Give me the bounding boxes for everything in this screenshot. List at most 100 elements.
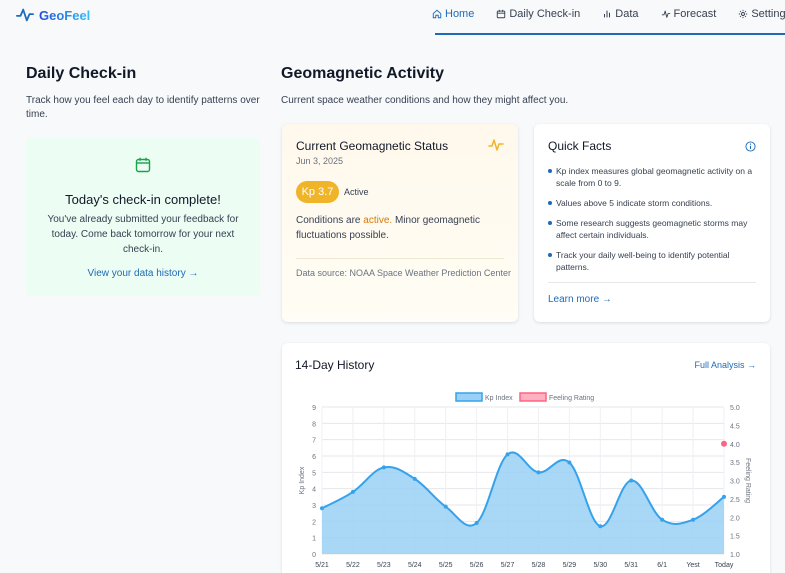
info-icon[interactable] bbox=[745, 141, 756, 152]
quick-fact-item: Kp index measures global geomagnetic act… bbox=[548, 165, 760, 189]
full-analysis-link[interactable]: Full Analysis → bbox=[694, 360, 756, 370]
y-right-tick-label: 1.0 bbox=[730, 552, 740, 559]
kp-index-point bbox=[722, 494, 726, 499]
x-tick-label: Today bbox=[715, 562, 734, 569]
facts-divider bbox=[548, 282, 756, 283]
geomagnetic-status-card: Current Geomagnetic Status Jun 3, 2025 K… bbox=[282, 124, 518, 322]
check-in-complete-text: You've already submitted your feedback f… bbox=[47, 214, 239, 255]
kp-level-label: Active bbox=[344, 187, 369, 197]
learn-more-link[interactable]: Learn more → bbox=[548, 294, 612, 305]
x-tick-label: 5/28 bbox=[532, 562, 546, 569]
y-left-axis-title: Kp Index bbox=[299, 466, 306, 494]
nav-daily-check-in-label: Daily Check-in bbox=[509, 8, 581, 20]
status-title: Current Geomagnetic Status bbox=[296, 139, 449, 153]
x-tick-label: 5/27 bbox=[501, 562, 515, 569]
status-conditions-text: Conditions are active. Minor geomagnetic… bbox=[296, 213, 506, 243]
y-right-axis-title: Feeling Rating bbox=[744, 458, 751, 503]
y-left-tick-label: 3 bbox=[312, 503, 316, 510]
kp-index-point bbox=[536, 470, 541, 475]
quick-fact-item: Track your daily well-being to identify … bbox=[548, 249, 760, 273]
history-title: 14-Day History bbox=[295, 358, 375, 372]
legend-feeling-swatch bbox=[519, 392, 547, 402]
kp-index-point bbox=[320, 506, 324, 511]
quick-facts-card: Quick Facts Kp index measures global geo… bbox=[534, 124, 770, 322]
bar-chart-icon bbox=[604, 10, 611, 18]
kp-index-point bbox=[691, 517, 696, 522]
history-card: 14-Day History Full Analysis → 0 1 2 3 4 5 6 7 8… bbox=[282, 343, 770, 573]
y-right-tick-label: 3.0 bbox=[730, 479, 740, 486]
y-right-tick-label: 4.0 bbox=[730, 442, 740, 449]
activity-pulse-icon bbox=[488, 139, 504, 151]
x-tick-label: 5/26 bbox=[470, 562, 484, 569]
kp-badge: Kp 3.7 bbox=[296, 181, 339, 203]
x-tick-label: 5/24 bbox=[408, 562, 422, 569]
y-left-tick-label: 5 bbox=[312, 470, 316, 477]
top-bar: GeoFeel Home Daily Check-in Data Forecas… bbox=[0, 0, 785, 35]
x-tick-label: 5/29 bbox=[563, 562, 577, 569]
view-data-history-link[interactable]: View your data history → bbox=[87, 268, 199, 279]
data-source-text: Data source: NOAA Space Weather Predicti… bbox=[296, 268, 511, 278]
legend-feeling-label: Feeling Rating bbox=[549, 395, 594, 402]
y-left-tick-label: 2 bbox=[312, 519, 316, 526]
y-left-tick-label: 9 bbox=[312, 405, 316, 412]
quick-fact-item: Some research suggests geomagnetic storm… bbox=[548, 217, 760, 241]
gear-icon bbox=[739, 9, 748, 19]
nav-home[interactable]: Home bbox=[432, 8, 474, 20]
status-date: Jun 3, 2025 bbox=[296, 156, 344, 166]
nav-forecast[interactable]: Forecast bbox=[661, 8, 717, 20]
home-icon bbox=[432, 9, 442, 19]
kp-index-point bbox=[598, 524, 603, 529]
daily-check-in-subtitle: Track how you feel each day to identify … bbox=[26, 95, 260, 120]
nav-daily-check-in[interactable]: Daily Check-in bbox=[496, 8, 580, 20]
kp-index-point bbox=[505, 452, 510, 457]
kp-index-line bbox=[321, 451, 725, 528]
check-in-complete-card: Today's check-in complete! You've alread… bbox=[26, 138, 260, 296]
brand[interactable]: GeoFeel bbox=[16, 6, 90, 24]
x-tick-label: 5/22 bbox=[346, 562, 360, 569]
y-right-tick-label: 2.0 bbox=[730, 515, 740, 522]
y-right-tick-label: 3.5 bbox=[730, 460, 740, 467]
x-tick-label: 5/21 bbox=[315, 562, 329, 569]
status-divider bbox=[296, 258, 504, 259]
y-left-tick-label: 0 bbox=[312, 552, 316, 559]
nav-settings-label: Settings bbox=[751, 8, 785, 20]
main-nav: Home Daily Check-in Data Forecast Settin… bbox=[432, 8, 785, 20]
nav-data[interactable]: Data bbox=[602, 8, 639, 20]
kp-index-point bbox=[629, 478, 634, 483]
y-left-tick-label: 7 bbox=[312, 438, 316, 445]
nav-forecast-label: Forecast bbox=[673, 8, 717, 20]
app-name: GeoFeel bbox=[39, 7, 91, 23]
y-left-tick-label: 4 bbox=[312, 487, 316, 494]
kp-index-point bbox=[567, 460, 572, 465]
calendar-icon bbox=[497, 9, 506, 19]
y-left-tick-label: 6 bbox=[312, 454, 316, 461]
nav-data-label: Data bbox=[615, 8, 639, 20]
x-tick-label: 6/1 bbox=[657, 562, 667, 569]
kp-index-point bbox=[443, 504, 448, 509]
check-in-complete-title: Today's check-in complete! bbox=[65, 192, 221, 207]
x-tick-label: 5/23 bbox=[377, 562, 391, 569]
y-right-tick-label: 1.5 bbox=[730, 534, 740, 541]
quick-facts-list: Kp index measures global geomagnetic act… bbox=[548, 165, 760, 281]
legend-kp-label: Kp Index bbox=[485, 395, 513, 402]
conditions-prefix: Conditions are bbox=[296, 215, 364, 226]
y-left-tick-label: 1 bbox=[312, 536, 316, 543]
conditions-suffix: Minor geomagnetic fluctuations possible. bbox=[296, 215, 480, 241]
y-right-tick-label: 4.5 bbox=[730, 423, 740, 430]
pulse-icon bbox=[661, 10, 670, 18]
kp-index-point bbox=[660, 517, 665, 522]
conditions-highlight: active. bbox=[363, 215, 393, 226]
nav-settings[interactable]: Settings bbox=[738, 8, 785, 20]
quick-facts-title: Quick Facts bbox=[548, 139, 612, 153]
x-tick-label: 5/25 bbox=[439, 562, 453, 569]
x-tick-label: 5/30 bbox=[593, 562, 607, 569]
kp-index-point bbox=[350, 489, 355, 494]
kp-index-point bbox=[412, 476, 417, 481]
geomagnetic-activity-heading: Geomagnetic Activity bbox=[281, 65, 445, 82]
geomagnetic-activity-subtitle: Current space weather conditions and how… bbox=[281, 95, 569, 106]
nav-home-label: Home bbox=[445, 8, 475, 20]
calendar-check-icon bbox=[135, 157, 151, 173]
y-right-tick-label: 2.5 bbox=[730, 497, 740, 504]
kp-index-area bbox=[322, 452, 724, 554]
kp-index-point bbox=[381, 465, 386, 470]
